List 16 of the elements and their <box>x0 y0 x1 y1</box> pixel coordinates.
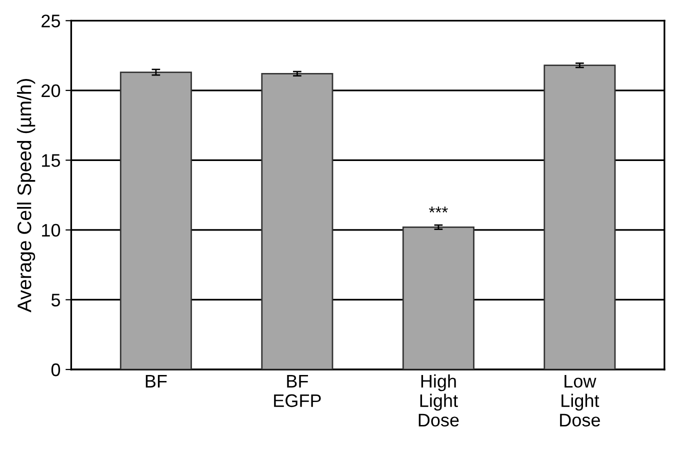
x-tick-label: Low Light Dose <box>560 375 600 427</box>
y-tick-label: 20 <box>42 84 60 98</box>
y-axis-title: Average Cell Speed (µm/h) <box>17 78 36 312</box>
annotation: *** <box>428 206 448 213</box>
y-tick-label: 10 <box>42 224 60 237</box>
y-tick-label: 25 <box>42 14 60 28</box>
bar <box>261 72 334 370</box>
bar <box>120 72 192 370</box>
y-tick-label: 15 <box>42 154 60 167</box>
y-tick-label: 5 <box>51 294 60 306</box>
bar <box>544 64 616 370</box>
y-tick-label: 0 <box>51 363 60 376</box>
bar <box>402 226 474 370</box>
x-tick-label: BF <box>146 375 167 388</box>
x-tick-label: BF EGFP <box>274 375 321 408</box>
x-tick-label: High Light Dose <box>418 374 459 427</box>
